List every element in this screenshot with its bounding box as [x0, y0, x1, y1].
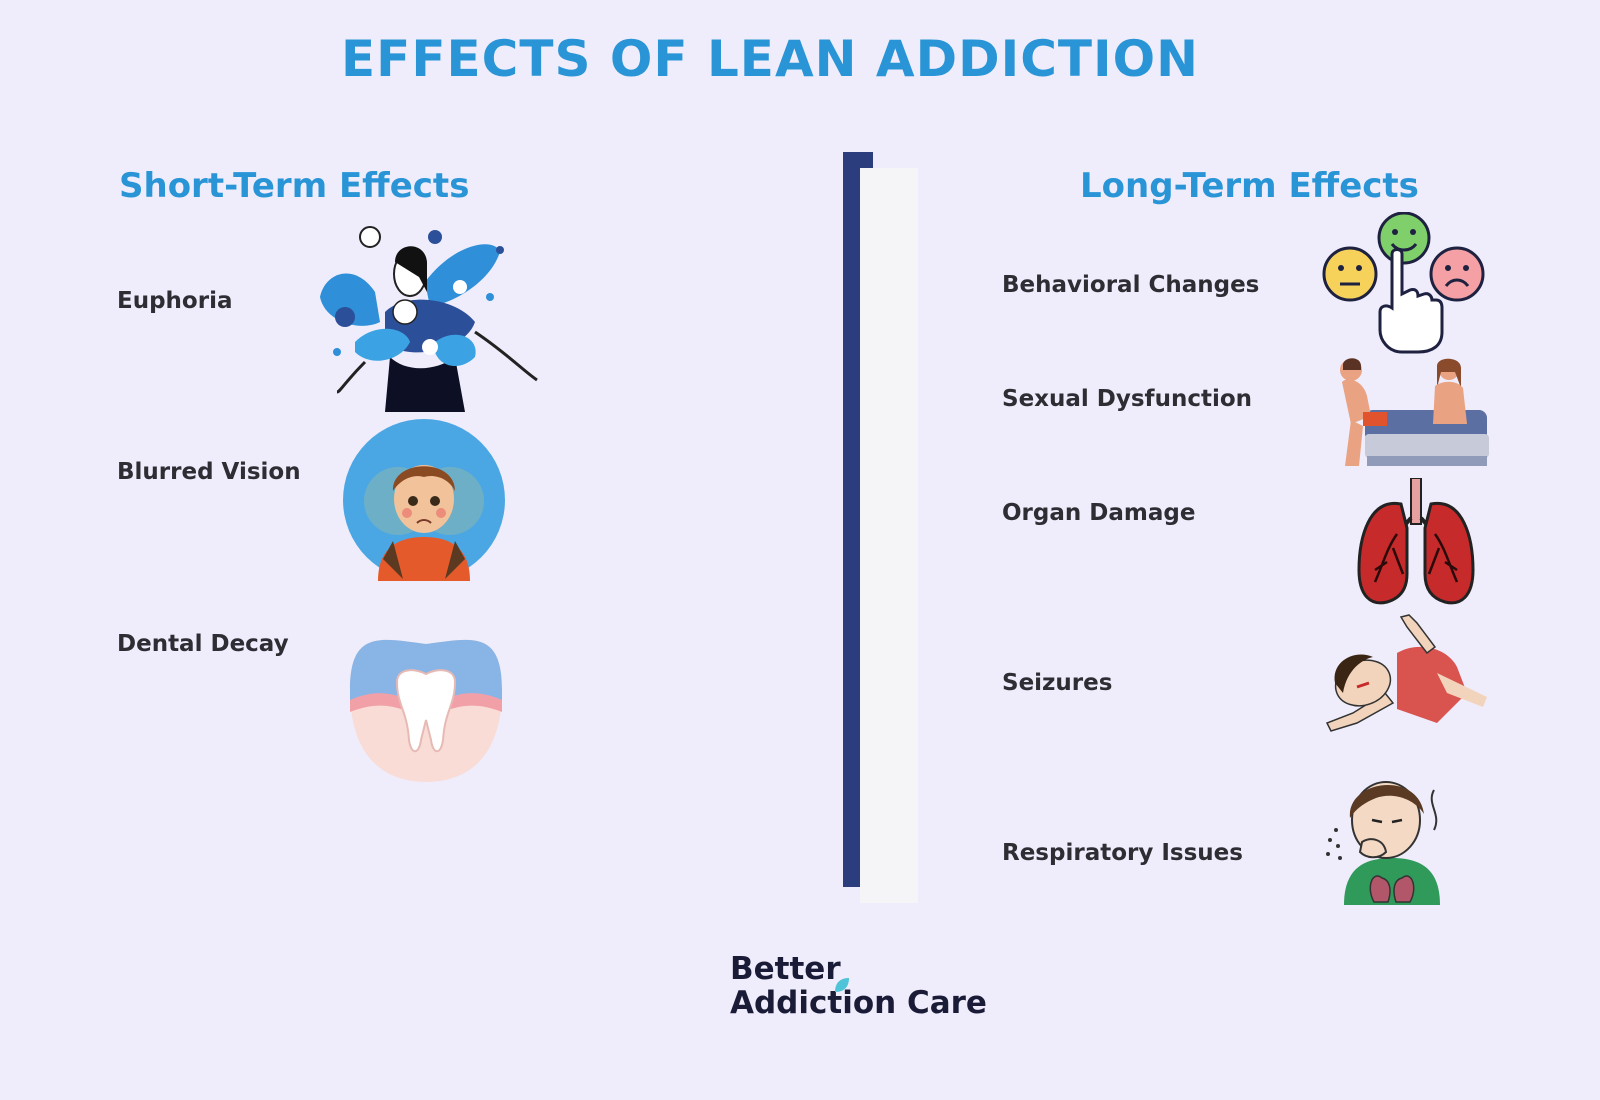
long-term-item-organ-damage: Organ Damage: [1002, 500, 1196, 526]
coughing-person-icon: [1326, 781, 1440, 905]
long-term-item-sexual-dysfunction: Sexual Dysfunction: [1002, 386, 1253, 412]
long-term-item-seizures: Seizures: [1002, 670, 1113, 696]
brand-logo: Better Addiction Care: [730, 952, 987, 1020]
short-term-item-euphoria: Euphoria: [117, 288, 233, 314]
center-divider-panel: [860, 168, 918, 903]
short-term-item-blurred-vision: Blurred Vision: [117, 459, 301, 485]
blurred-vision-boy-icon: [343, 419, 505, 581]
euphoria-woman-flowers-icon: [320, 226, 538, 412]
page-title: EFFECTS OF LEAN ADDICTION: [341, 30, 1199, 88]
tooth-icon: [350, 639, 502, 782]
couple-on-bed-icon: [1340, 358, 1489, 466]
lungs-icon: [1357, 478, 1475, 605]
seizure-person-icon: [1325, 614, 1487, 732]
leaf-icon: [835, 978, 849, 992]
logo-line-2: Addiction Care: [730, 985, 987, 1021]
logo-line-1: Better: [730, 951, 841, 987]
long-term-item-respiratory-issues: Respiratory Issues: [1002, 840, 1243, 866]
mood-faces-hand-icon: [1322, 212, 1485, 354]
short-term-heading: Short-Term Effects: [119, 166, 470, 206]
long-term-item-behavioral-changes: Behavioral Changes: [1002, 272, 1260, 298]
short-term-item-dental-decay: Dental Decay: [117, 631, 289, 657]
long-term-heading: Long-Term Effects: [1080, 166, 1419, 206]
